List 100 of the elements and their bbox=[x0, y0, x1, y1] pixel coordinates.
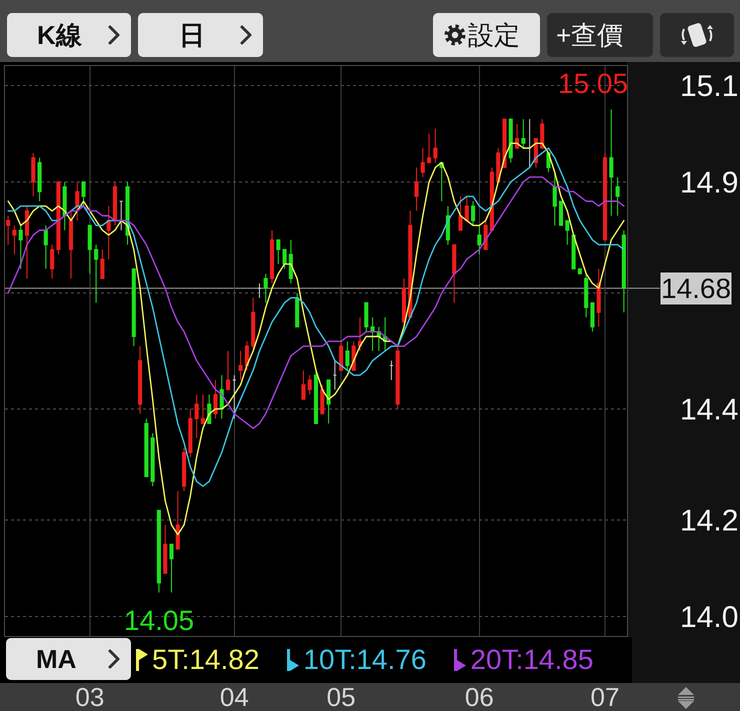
x-tick-label: 06 bbox=[464, 682, 494, 711]
candlestick bbox=[402, 278, 406, 328]
candlestick bbox=[18, 224, 23, 270]
candlestick bbox=[244, 340, 249, 371]
candlestick bbox=[68, 210, 74, 280]
x-tick-label: 07 bbox=[590, 682, 620, 711]
candlestick bbox=[288, 239, 293, 284]
legend-label: 5T:14.82 bbox=[152, 644, 260, 676]
candlestick bbox=[138, 346, 142, 414]
candlestick bbox=[345, 340, 350, 371]
candlestick bbox=[106, 206, 111, 260]
x-tick-label: 04 bbox=[220, 682, 249, 711]
button: 日 bbox=[138, 13, 263, 57]
candlestick bbox=[508, 118, 513, 164]
candlestick bbox=[427, 133, 432, 164]
ref-line-label: 14.68 bbox=[661, 273, 732, 304]
candlestick bbox=[144, 418, 148, 478]
candlestick bbox=[452, 244, 456, 304]
candlestick bbox=[370, 316, 375, 352]
candlestick bbox=[301, 370, 306, 400]
candlestick bbox=[389, 360, 394, 380]
candlestick bbox=[308, 374, 312, 395]
candlestick bbox=[75, 181, 80, 222]
x-tick-label: 03 bbox=[75, 682, 104, 711]
y-tick-label: 15.1 bbox=[680, 70, 738, 103]
candlestick bbox=[540, 118, 544, 149]
candlestick bbox=[622, 230, 626, 313]
candlestick bbox=[471, 200, 476, 226]
candlestick bbox=[446, 206, 450, 246]
candlestick bbox=[458, 196, 463, 231]
candlestick bbox=[276, 239, 280, 265]
y-tick-label: 14.2 bbox=[680, 504, 738, 538]
candlestick bbox=[616, 176, 620, 216]
candlestick bbox=[50, 244, 54, 280]
candlestick bbox=[496, 148, 500, 182]
candlestick bbox=[182, 447, 186, 492]
candlestick bbox=[119, 200, 124, 231]
candlestick bbox=[332, 360, 337, 390]
candlestick bbox=[396, 346, 400, 410]
button: MA bbox=[6, 638, 131, 680]
candlestick bbox=[282, 249, 287, 270]
legend-label: 10T:14.76 bbox=[303, 644, 426, 676]
candlestick bbox=[94, 244, 98, 304]
y-tick-label: 14.4 bbox=[680, 393, 738, 426]
candlestick bbox=[358, 316, 362, 352]
candlestick bbox=[558, 200, 564, 226]
candlestick bbox=[200, 394, 205, 424]
candlestick bbox=[314, 370, 318, 424]
candlestick bbox=[188, 408, 192, 458]
candlestick bbox=[238, 350, 243, 380]
candlestick bbox=[226, 350, 230, 390]
annotation: 14.05 bbox=[124, 605, 194, 636]
line-series bbox=[7, 176, 625, 429]
y-tick-label: 14.0 bbox=[680, 601, 738, 634]
candlestick bbox=[156, 510, 161, 594]
candlestick bbox=[6, 215, 10, 246]
candlestick bbox=[38, 157, 42, 202]
candlestick bbox=[295, 292, 300, 328]
candlestick bbox=[270, 230, 274, 284]
candlestick bbox=[132, 268, 136, 347]
candlestick bbox=[88, 224, 92, 274]
candlestick bbox=[62, 181, 67, 231]
candlestick bbox=[339, 340, 344, 371]
candlestick bbox=[176, 490, 180, 550]
candlestick bbox=[24, 206, 30, 280]
candlestick bbox=[232, 374, 236, 420]
candlestick bbox=[150, 432, 155, 487]
candlestick bbox=[44, 224, 48, 270]
x-tick-label: 05 bbox=[326, 682, 356, 711]
candlestick bbox=[477, 224, 482, 255]
candlestick bbox=[326, 379, 331, 424]
candlestick bbox=[596, 268, 601, 328]
candlestick bbox=[251, 297, 256, 352]
legend-label: 20T:14.85 bbox=[470, 644, 594, 676]
candlestick bbox=[112, 181, 117, 226]
annotation: 15.05 bbox=[558, 68, 628, 99]
candlestick bbox=[364, 302, 368, 332]
candlestick bbox=[420, 148, 425, 178]
candlestick bbox=[169, 544, 174, 594]
candlestick bbox=[414, 166, 419, 212]
candlestick bbox=[12, 224, 16, 255]
candlestick bbox=[433, 128, 438, 164]
candlestick bbox=[257, 282, 262, 298]
button: +查價 bbox=[547, 13, 653, 57]
candlestick bbox=[584, 273, 588, 318]
candlestick bbox=[521, 118, 526, 149]
candlestick bbox=[100, 249, 104, 280]
y-tick-label: 14.9 bbox=[680, 166, 738, 200]
candlestick bbox=[572, 234, 576, 270]
candlestick bbox=[578, 268, 582, 274]
candlestick bbox=[163, 524, 168, 574]
candlestick bbox=[194, 394, 199, 438]
candlestick bbox=[82, 181, 86, 207]
candlestick bbox=[213, 379, 218, 420]
candlestick bbox=[31, 152, 36, 197]
candlestick bbox=[565, 220, 570, 246]
candlestick bbox=[602, 152, 608, 240]
candlestick bbox=[464, 196, 469, 222]
candlestick bbox=[320, 384, 324, 414]
button: 設定 bbox=[433, 13, 540, 57]
